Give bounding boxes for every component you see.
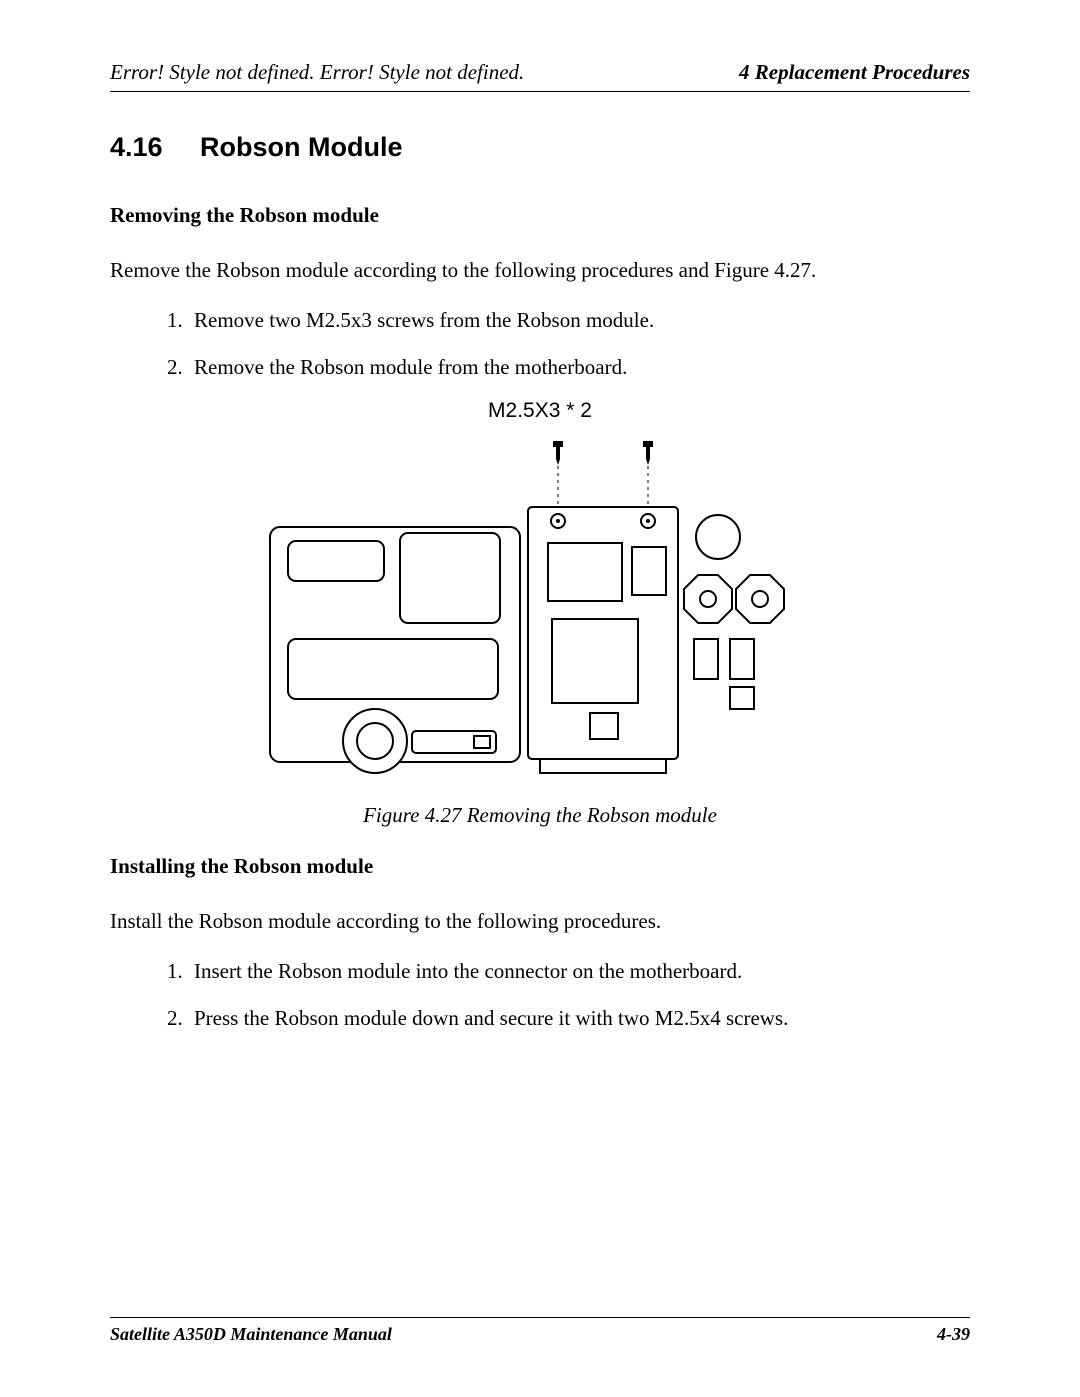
installing-step: Insert the Robson module into the connec… (188, 957, 970, 985)
page: Error! Style not defined. Error! Style n… (0, 0, 1080, 1397)
installing-steps: Insert the Robson module into the connec… (110, 957, 970, 1032)
removing-step: Remove two M2.5x3 screws from the Robson… (188, 306, 970, 334)
installing-subheading: Installing the Robson module (110, 854, 970, 879)
removing-step: Remove the Robson module from the mother… (188, 353, 970, 381)
installing-intro: Install the Robson module according to t… (110, 907, 970, 935)
figure-screw-label: M2.5X3 * 2 (110, 399, 970, 423)
running-footer: Satellite A350D Maintenance Manual 4-39 (110, 1317, 970, 1345)
installing-step: Press the Robson module down and secure … (188, 1004, 970, 1032)
header-rule (110, 91, 970, 92)
header-left: Error! Style not defined. Error! Style n… (110, 60, 524, 85)
section-heading: 4.16Robson Module (110, 132, 970, 163)
section-title-text: Robson Module (200, 132, 402, 162)
figure: M2.5X3 * 2 Figure 4.27 Removing the Robs… (110, 399, 970, 828)
header-right: 4 Replacement Procedures (739, 60, 970, 85)
removing-intro: Remove the Robson module according to th… (110, 256, 970, 284)
footer-rule (110, 1317, 970, 1318)
footer-right: 4-39 (937, 1324, 970, 1345)
running-header: Error! Style not defined. Error! Style n… (110, 60, 970, 85)
figure-diagram (260, 429, 820, 789)
figure-caption: Figure 4.27 Removing the Robson module (110, 803, 970, 828)
footer-left: Satellite A350D Maintenance Manual (110, 1324, 392, 1345)
section-number: 4.16 (110, 132, 200, 163)
removing-subheading: Removing the Robson module (110, 203, 970, 228)
removing-steps: Remove two M2.5x3 screws from the Robson… (110, 306, 970, 381)
